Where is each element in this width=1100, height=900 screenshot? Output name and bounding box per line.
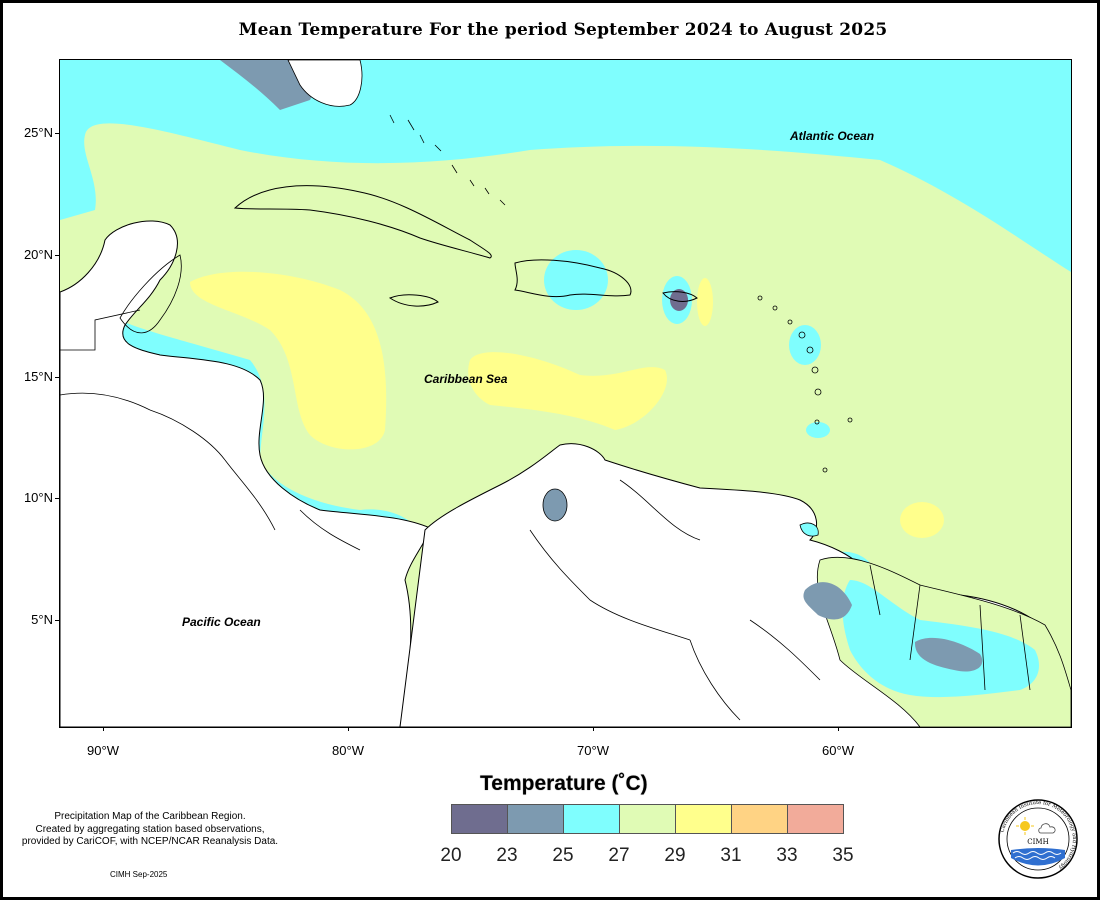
- lat-label-10: 10°N: [23, 490, 53, 505]
- lon-tick-90: [103, 727, 104, 731]
- yucatan-outline: [119, 254, 182, 334]
- west-caribbean-warm-zone: [190, 271, 387, 450]
- lake-maracaibo: [542, 488, 568, 522]
- note-line-2: Created by aggregating station based obs…: [35, 823, 265, 835]
- lat-label-20: 20°N: [23, 247, 53, 262]
- hispaniola-outline: [514, 259, 632, 298]
- guianas-borders: [869, 564, 1031, 691]
- temperature-map: Atlantic Ocean Caribbean Sea Pacific Oce…: [59, 59, 1072, 728]
- lesser-antilles: [757, 295, 853, 473]
- pacific-ocean-label: Pacific Ocean: [182, 615, 261, 629]
- florida-land: [287, 60, 363, 107]
- puerto-rico-cold-spot: [670, 289, 688, 311]
- lat-tick-15: [55, 377, 59, 378]
- credit-text: CIMH Sep-2025: [110, 870, 168, 879]
- legend-swatch-3: [620, 805, 676, 833]
- hispaniola-cool-zone: [544, 250, 608, 310]
- legend-swatch-4: [676, 805, 732, 833]
- lat-tick-10: [55, 498, 59, 499]
- temperature-map-graphic: [60, 60, 1071, 727]
- guianas-grey-overlay-west: [803, 582, 852, 620]
- atlantic-ocean-label: Atlantic Ocean: [790, 129, 875, 143]
- legend-tick-23: 23: [496, 845, 518, 866]
- legend-tick-31: 31: [720, 845, 742, 866]
- map-note: Precipitation Map of the Caribbean Regio…: [0, 811, 300, 849]
- east-warm-patch: [900, 502, 944, 538]
- lon-label-70: 70°W: [577, 743, 609, 758]
- legend-tick-35: 35: [832, 845, 854, 866]
- lat-label-15: 15°N: [23, 369, 53, 384]
- legend-tick-20: 20: [440, 845, 462, 866]
- central-america-borders: [60, 309, 361, 551]
- legend-tick-27: 27: [608, 845, 630, 866]
- guianas-grey-overlay-east: [914, 637, 983, 672]
- cloud-icon: [1038, 823, 1056, 834]
- lat-tick-5: [55, 620, 59, 621]
- lat-tick-25: [55, 133, 59, 134]
- south-america-borders: [529, 479, 821, 721]
- note-line-1: Precipitation Map of the Caribbean Regio…: [54, 811, 246, 822]
- sun-icon: [1020, 821, 1030, 831]
- lon-label-60: 60°W: [822, 743, 854, 758]
- legend-swatch-5: [732, 805, 788, 833]
- trinidad-outline: [799, 522, 819, 537]
- lon-tick-70: [593, 727, 594, 731]
- lat-label-25: 25°N: [23, 125, 53, 140]
- pr-warm-patch: [697, 278, 713, 326]
- legend-tick-29: 29: [664, 845, 686, 866]
- legend-tick-25: 25: [552, 845, 574, 866]
- st-vincent-cool-zone: [806, 422, 830, 438]
- legend-title: Temperature (˚C): [480, 772, 648, 795]
- jamaica-outline: [388, 294, 439, 307]
- central-caribbean-warm-zone: [468, 352, 667, 430]
- caribbean-sea-label: Caribbean Sea: [424, 372, 508, 386]
- central-america-land: [60, 220, 431, 727]
- legend-swatch-1: [508, 805, 564, 833]
- note-line-3: provided by CariCOF, with NCEP/NCAR Rean…: [21, 836, 279, 847]
- legend-tick-33: 33: [776, 845, 798, 866]
- dominica-cool-zone: [789, 325, 821, 365]
- lon-tick-80: [348, 727, 349, 731]
- lat-tick-20: [55, 255, 59, 256]
- lat-label-5: 5°N: [31, 612, 53, 627]
- logo-center-text: CIMH: [1027, 838, 1048, 846]
- legend-swatch-2: [564, 805, 620, 833]
- atlantic-cool-zone: [60, 60, 1071, 272]
- lon-label-80: 80°W: [332, 743, 364, 758]
- map-title: Mean Temperature For the period Septembe…: [238, 20, 888, 40]
- legend-color-bar: [451, 804, 844, 834]
- legend-swatch-6: [788, 805, 843, 833]
- lon-tick-60: [838, 727, 839, 731]
- puerto-rico-outline: [662, 291, 698, 302]
- legend-swatch-0: [452, 805, 508, 833]
- lon-label-90: 90°W: [87, 743, 119, 758]
- guianas-cool-overlay: [842, 580, 1040, 698]
- bahamas-islands: [389, 114, 506, 206]
- cuba-outline: [233, 185, 492, 259]
- cimh-logo: Caribbean Institute for Meteorology and …: [998, 799, 1078, 879]
